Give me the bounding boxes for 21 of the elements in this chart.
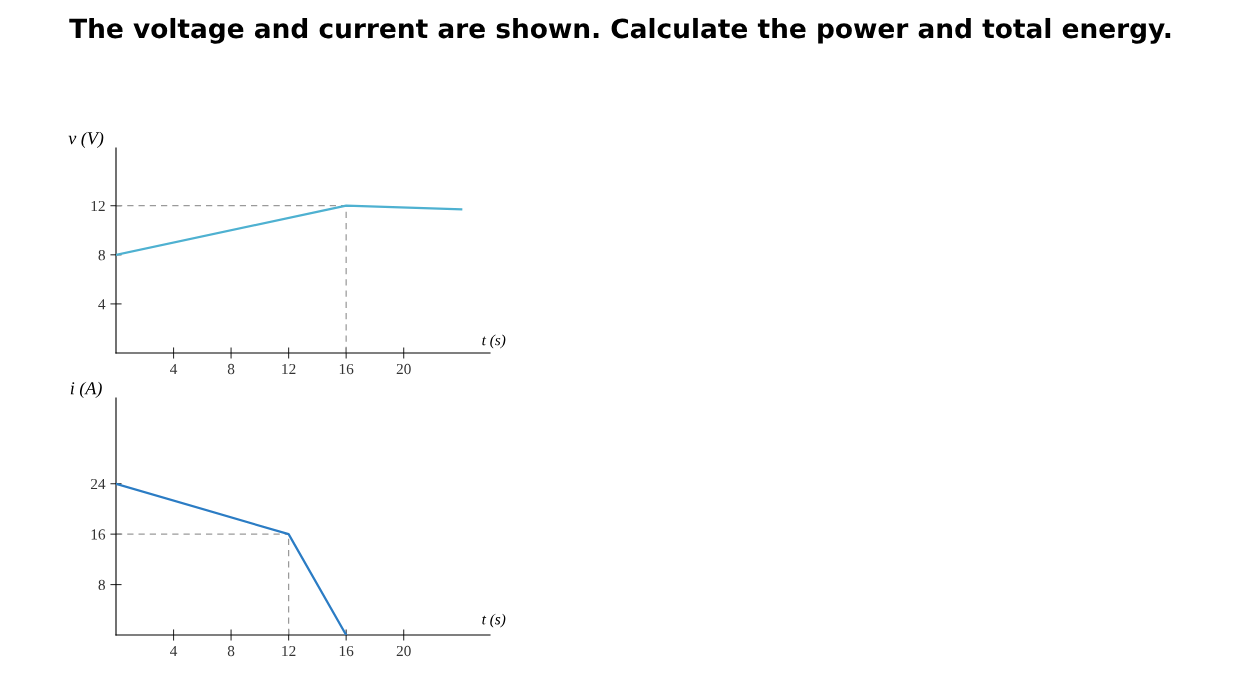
x-tick-label: 8	[227, 363, 235, 375]
x-tick-label: 16	[339, 363, 354, 375]
y-tick-label: 24	[90, 478, 106, 490]
y-tick-label: 8	[98, 579, 105, 591]
x-tick-label: 4	[170, 363, 178, 375]
x-tick-label: 20	[396, 363, 411, 375]
text: The voltage and current are shown. Calculate the power and total energy.	[69, 17, 1171, 44]
x-tick-label: 12	[282, 645, 296, 657]
y-tick-label: 16	[91, 529, 106, 540]
x-tick-label: 20	[396, 645, 411, 657]
x-tick-label: 16	[339, 645, 354, 657]
x-tick-label: 4	[170, 645, 178, 657]
x-tick-label: 8	[227, 645, 235, 657]
x-axis-title: t (s)	[482, 334, 506, 349]
x-tick-label: 12	[282, 363, 296, 375]
y-axis-title: i (A)	[70, 381, 102, 398]
y-tick-label: 8	[98, 249, 105, 261]
y-tick-label: 12	[91, 200, 105, 211]
x-axis-title: t (s)	[482, 613, 506, 628]
y-tick-label: 4	[98, 299, 106, 310]
y-axis-title: v (V)	[68, 131, 104, 148]
